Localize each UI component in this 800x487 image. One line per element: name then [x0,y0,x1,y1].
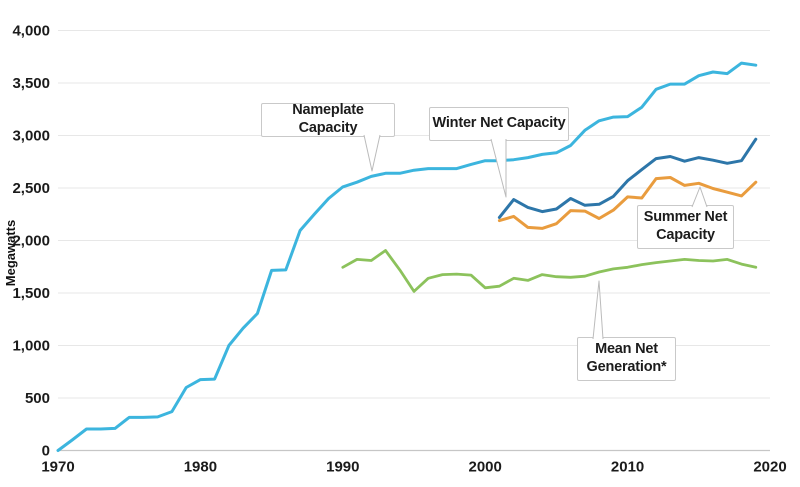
series-line-winter-net-capacity [497,137,758,219]
x-tick-label: 2010 [611,459,644,476]
series-line-mean-net-generation [341,249,758,293]
x-tick-label: 2000 [469,459,502,476]
y-tick-label: 1,500 [12,285,50,302]
y-tick-label: 0 [42,443,50,460]
y-tick-label: 1,000 [12,338,50,355]
x-tick-label: 2020 [753,459,786,476]
y-tick-label: 2,000 [12,233,50,250]
y-tick-label: 3,500 [12,75,50,92]
callout-summer-net-capacity: Summer Net Capacity [637,205,734,249]
series-line-summer-net-capacity [497,176,758,230]
y-axis-title: Megawatts [3,220,18,286]
callout-mean-net-generation: Mean Net Generation* [577,337,676,381]
callout-nameplate-capacity: Nameplate Capacity [261,102,395,137]
x-tick-label: 1980 [184,459,217,476]
series-line-nameplate-capacity [56,61,758,452]
y-tick-label: 4,000 [12,23,50,40]
x-tick-label: 1990 [326,459,359,476]
callout-winter-net-capacity: Winter Net Capacity [429,107,569,141]
y-tick-label: 2,500 [12,180,50,197]
y-tick-label: 500 [25,390,50,407]
x-tick-label: 1970 [41,459,74,476]
y-tick-label: 3,000 [12,128,50,145]
